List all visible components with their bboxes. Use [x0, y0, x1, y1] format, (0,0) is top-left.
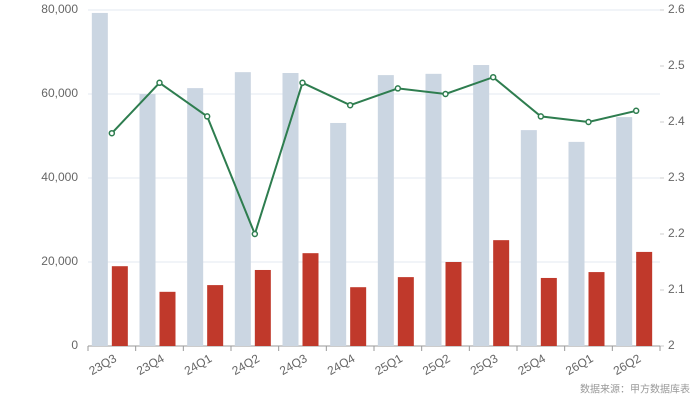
y2-tick-label: 2.1: [668, 282, 685, 296]
x-tick-label: 23Q3: [86, 351, 119, 378]
x-tick-label: 24Q2: [229, 351, 262, 378]
line: [111, 76, 637, 237]
y2-tick-label: 2.5: [668, 58, 685, 72]
y2-tick-label: 2.4: [668, 114, 685, 128]
bar: [111, 266, 128, 346]
bar: [159, 291, 176, 346]
bar: [445, 262, 462, 346]
bar: [425, 73, 442, 346]
x-tick-label: 25Q2: [420, 351, 453, 378]
y-tick-label: 0: [71, 338, 78, 352]
bar: [350, 287, 367, 346]
bar: [473, 65, 490, 347]
x-tick-label: 26Q2: [611, 351, 644, 378]
bar: [568, 141, 585, 346]
bar: [139, 94, 156, 346]
bar: [91, 12, 108, 346]
line-point: [394, 85, 402, 92]
bar: [588, 272, 605, 346]
y-tick-label: 20,000: [41, 254, 78, 268]
x-tick-label: 23Q4: [134, 351, 167, 378]
bar: [397, 277, 414, 346]
x-tick-label: 25Q3: [468, 351, 501, 378]
x-tick-label: 25Q4: [515, 351, 548, 378]
bar: [616, 117, 633, 346]
y-tick-label: 40,000: [41, 170, 78, 184]
line-point: [156, 79, 163, 87]
y-tick-label: 80,000: [41, 2, 78, 16]
bar: [636, 251, 653, 346]
source-note: 数据来源：甲方数据库表: [580, 383, 690, 396]
bar: [254, 269, 271, 346]
line-point: [299, 79, 306, 87]
bar: [493, 240, 510, 346]
bar: [520, 130, 537, 346]
x-tick-label: 24Q3: [277, 351, 310, 378]
line-point: [251, 230, 259, 238]
bar: [377, 75, 394, 346]
line-point: [632, 107, 640, 115]
bar: [207, 285, 224, 346]
y-tick-label: 60,000: [41, 86, 78, 100]
bar: [540, 277, 557, 346]
y2-tick-label: 2.6: [668, 2, 685, 16]
line-point: [585, 118, 592, 126]
line-point: [108, 129, 116, 137]
bar: [282, 73, 299, 346]
line-point: [442, 90, 449, 98]
line-point: [489, 73, 497, 81]
bar: [302, 253, 319, 346]
y2-tick-label: 2.2: [668, 226, 685, 240]
line-point: [346, 101, 354, 109]
x-tick-label: 24Q1: [182, 351, 215, 378]
x-tick-label: 26Q1: [563, 351, 596, 378]
bar: [330, 122, 347, 346]
x-tick-label: 25Q1: [372, 351, 405, 378]
line-point: [537, 113, 545, 120]
y2-tick-label: 2: [668, 338, 675, 352]
y2-tick-label: 2.3: [668, 170, 685, 184]
line-point: [203, 113, 211, 120]
x-tick-label: 24Q4: [325, 351, 358, 378]
bar: [187, 88, 204, 347]
bar: [234, 72, 251, 346]
